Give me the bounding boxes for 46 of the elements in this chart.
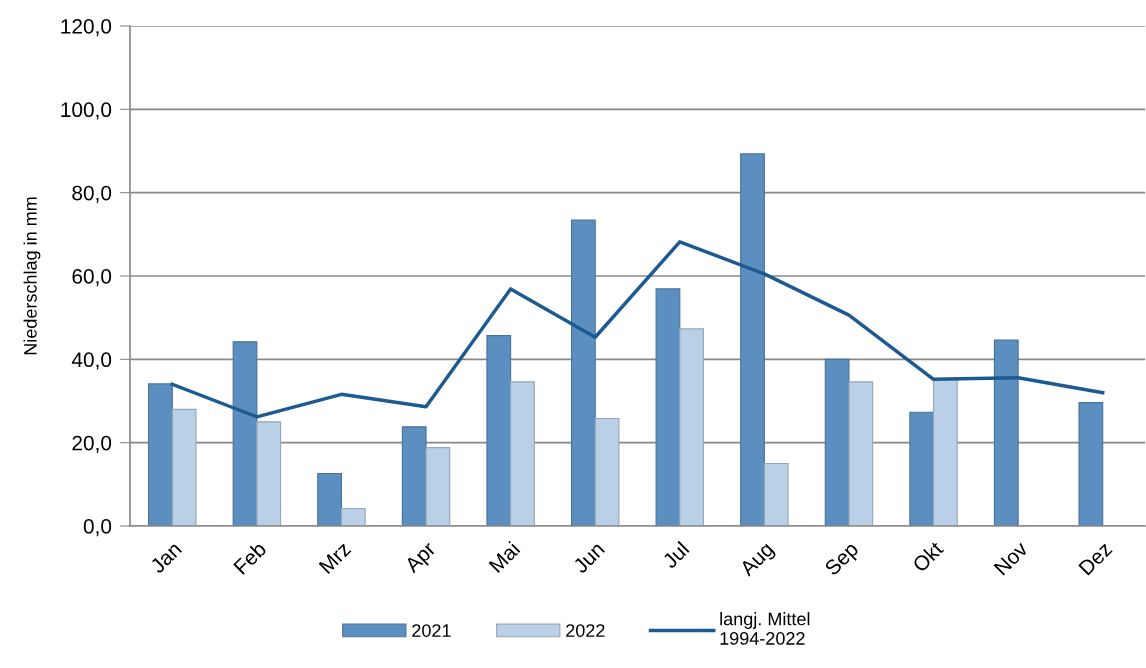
line-series [170,240,1105,419]
bar [570,219,596,526]
legend-label: 2021 [412,624,451,637]
x-tick-label: Jul [661,540,690,570]
bar [763,462,789,526]
bar [740,153,765,526]
bar [848,381,874,526]
y-tick-label: 120,0 [61,19,112,37]
bar [993,339,1019,526]
y-tick-label: 80,0 [72,185,112,203]
x-tick-label: Mai [488,540,521,574]
bar [932,378,958,526]
bar [317,472,343,526]
bar [679,328,705,526]
y-tick-label: 20,0 [72,435,112,453]
bar [594,417,620,526]
bar [486,335,512,526]
x-tick-label: Feb [232,540,268,575]
legend-label: langj. Mittel 1994-2022 [720,612,810,645]
y-tick-label: 60,0 [72,269,112,287]
bar [425,447,451,526]
x-tick-label: Jun [572,541,606,575]
x-tick-label: Jan [149,541,183,575]
x-tick-label: Nov [993,540,1029,576]
bar [510,381,535,526]
x-tick-label: Apr [403,540,440,577]
x-tick-label: Dez [1078,541,1113,576]
bar [824,358,850,526]
bar [171,408,197,526]
x-tick-label: Sep [823,540,863,580]
y-tick-label: 0,0 [83,519,112,537]
x-tick-label: Mrz [318,541,352,574]
bar [909,411,935,526]
bar [148,383,173,526]
y-tick-label: 100,0 [61,102,112,120]
bar [1078,402,1104,526]
bar [340,507,366,526]
legend-label: 2022 [566,624,605,637]
y-tick-label: 40,0 [71,352,112,370]
x-tick-label: Okt [911,540,945,573]
y-axis-title: Niederschlag in mm [23,197,41,355]
bar [401,426,427,526]
bar [232,341,258,526]
bar [256,421,282,526]
x-tick-label: Aug [738,541,778,580]
bar [655,288,681,526]
